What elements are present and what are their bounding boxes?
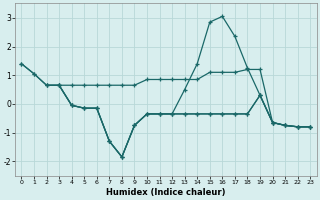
X-axis label: Humidex (Indice chaleur): Humidex (Indice chaleur) — [106, 188, 226, 197]
